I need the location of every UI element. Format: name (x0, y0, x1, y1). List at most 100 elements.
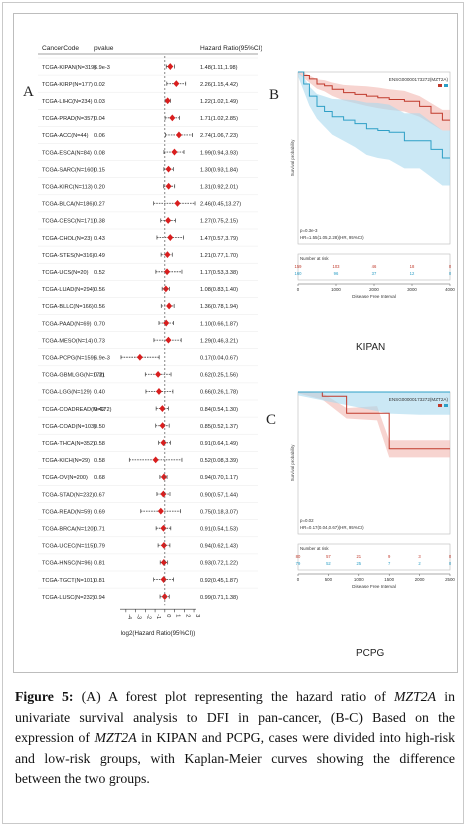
km-risk-count: 0 (449, 264, 452, 269)
x-tick-label: -2 (145, 614, 151, 619)
km-label-kipan: KIPAN (356, 342, 386, 353)
row-pvalue: 0.03 (94, 99, 105, 105)
row-cancer-code: TCGA-HNSC(N=96) (42, 561, 93, 567)
hr-estimate-point (136, 353, 143, 361)
km-risk-count: 80 (296, 554, 301, 559)
row-hazard-ratio: 0.66(0.26,1.78) (200, 390, 238, 396)
row-cancer-code: TCGA-LIHC(N=234) (42, 99, 93, 105)
row-hazard-ratio: 1.71(1.02,2.85) (200, 116, 238, 122)
km-risk-count: 159 (295, 264, 303, 269)
row-hazard-ratio: 0.75(0.18,3.07) (200, 509, 238, 515)
km-survival-curve (298, 71, 450, 159)
row-cancer-code: TCGA-COAD(N=103) (42, 424, 96, 430)
hr-estimate-point (169, 114, 176, 122)
km-risk-count: 7 (388, 561, 391, 566)
row-hazard-ratio: 0.99(0.71,1.38) (200, 595, 238, 601)
hr-estimate-point (160, 473, 167, 481)
row-pvalue: 0.06 (94, 133, 105, 139)
x-tick-label: 2 (184, 614, 190, 617)
km-risk-count: 3 (418, 554, 421, 559)
hr-estimate-point (160, 490, 167, 498)
km-hr-text: HR=0.17(0.04,0.67)(HR, 95%CI) (300, 525, 364, 530)
hr-estimate-point (164, 251, 171, 259)
row-hazard-ratio: 0.84(0.54,1.30) (200, 407, 238, 413)
row-cancer-code: TCGA-SARC(N=160) (42, 167, 95, 173)
caption-part1: (A) A forest plot representing the hazar… (81, 689, 386, 704)
km-x-tick-label: 1000 (331, 287, 341, 292)
km-risk-count: 37 (372, 271, 377, 276)
km-plot-pcpg: ENSG00000173272(MZT2A) Survival probabili… (290, 391, 455, 589)
row-pvalue: 0.15 (94, 167, 105, 173)
row-cancer-code: TCGA-ACC(N=44) (42, 133, 89, 139)
row-pvalue: 0.27 (94, 202, 105, 208)
row-hazard-ratio: 1.27(0.75,2.15) (200, 219, 238, 225)
km-risk-count: 2 (418, 561, 421, 566)
row-pvalue: 0.38 (94, 219, 105, 225)
hr-estimate-point (162, 285, 169, 293)
row-hazard-ratio: 1.31(0.92,2.01) (200, 184, 238, 190)
row-hazard-ratio: 0.94(0.62,1.43) (200, 544, 238, 550)
row-hazard-ratio: 2.46(0.45,13.27) (200, 202, 241, 208)
row-pvalue: 0.68 (94, 475, 105, 481)
row-hazard-ratio: 1.99(0.94,3.93) (200, 150, 238, 156)
x-tick-label: -3 (136, 614, 142, 619)
hr-estimate-point (164, 97, 171, 105)
km-x-tick-label: 2000 (369, 287, 379, 292)
row-hazard-ratio: 0.94(0.70,1.17) (200, 475, 238, 481)
hr-estimate-point (163, 319, 170, 327)
hr-estimate-point (166, 302, 173, 310)
row-hazard-ratio: 1.29(0.46,3.21) (200, 338, 238, 344)
hr-estimate-point (165, 336, 172, 344)
figure-caption: Figure 5: (A) A forest plot representing… (15, 687, 455, 790)
row-cancer-code: TCGA-PCPG(N=159) (42, 355, 96, 361)
hr-estimate-point (155, 370, 162, 378)
hr-estimate-point (165, 217, 172, 224)
hr-estimate-point (160, 576, 167, 583)
hr-estimate-point (165, 182, 172, 190)
km-risk-count: 57 (326, 554, 331, 559)
row-cancer-code: TCGA-MESO(N=14) (42, 338, 93, 344)
row-cancer-code: TCGA-KIRP(N=177) (42, 82, 93, 88)
row-pvalue: 0.79 (94, 544, 105, 550)
hr-estimate-point (167, 63, 174, 70)
hr-estimate-point (155, 388, 162, 395)
panel-letter-b: B (269, 87, 280, 103)
row-hazard-ratio: 1.36(0.78,1.94) (200, 304, 238, 310)
row-pvalue: 0.49 (94, 253, 105, 259)
row-pvalue: 0.42 (94, 407, 105, 413)
row-hazard-ratio: 0.17(0.04,0.67) (200, 355, 238, 361)
row-pvalue: 6.9e-3 (94, 65, 110, 71)
row-hazard-ratio: 1.48(1.11,1.98) (200, 65, 238, 71)
km-x-tick-label: 1500 (384, 577, 394, 582)
hr-estimate-point (160, 524, 167, 532)
km-plot-kipan: ENSG00000173272(MZT2A) Survival probabili… (290, 71, 455, 299)
km-risk-count: 25 (356, 561, 361, 566)
row-cancer-code: TCGA-BLLC(N=166) (42, 304, 94, 310)
row-cancer-code: TCGA-PAAD(N=69) (42, 321, 92, 327)
row-cancer-code: TCGA-KICH(N=29) (42, 458, 90, 464)
row-cancer-code: TCGA-PRAD(N=357) (42, 116, 95, 122)
row-pvalue: 0.58 (94, 441, 105, 447)
row-cancer-code: TCGA-READ(N=59) (42, 509, 92, 515)
km-risk-count: 103 (333, 264, 341, 269)
figure-box: A B C CancerCode pvalue Hazard Ratio(95%CI… (13, 13, 458, 673)
hr-estimate-point (159, 422, 166, 430)
row-hazard-ratio: 1.08(0.83,1.40) (200, 287, 238, 293)
km-legend-swatch-low (444, 404, 448, 407)
km-x-tick-label: 0 (297, 287, 300, 292)
row-cancer-code: TCGA-THCA(N=352) (42, 441, 95, 447)
row-cancer-code: TCGA-TGCT(N=101) (42, 578, 95, 584)
hr-estimate-point (160, 541, 167, 549)
row-cancer-code: TCGA-GBMLGG(N=172) (42, 373, 104, 379)
caption-part2: in univariate survival analysis to DFI i… (15, 689, 455, 745)
km-x-axis-label: Disease Free Interval (352, 584, 396, 589)
row-cancer-code: TCGA-ESCA(N=84) (42, 150, 92, 156)
row-hazard-ratio: 0.91(0.64,1.49) (200, 441, 238, 447)
row-pvalue: 0.04 (94, 116, 105, 122)
row-pvalue: 0.43 (94, 236, 105, 242)
km-x-tick-label: 3000 (407, 287, 417, 292)
km-x-tick-label: 2500 (445, 577, 455, 582)
km-risk-table-title: Number at risk (300, 256, 329, 261)
hr-estimate-point (165, 165, 172, 173)
km-risk-count: 18 (410, 264, 415, 269)
